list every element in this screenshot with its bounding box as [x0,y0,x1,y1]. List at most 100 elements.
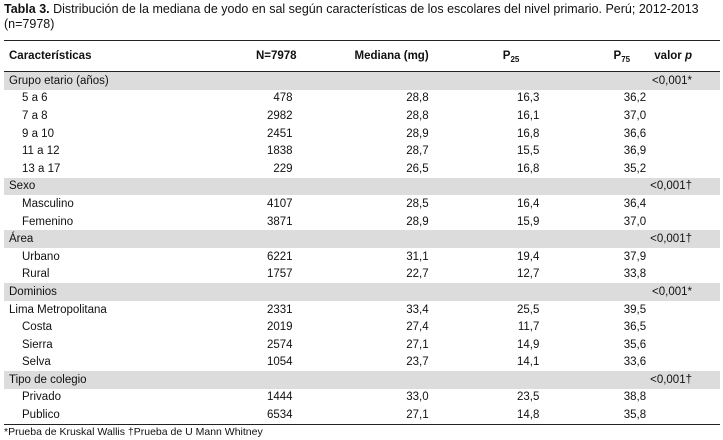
cell-p75: 35,2 [543,159,651,178]
group-label: Dominios [4,283,651,301]
cell-n: 1757 [183,265,299,284]
row-label: Urbano [4,247,184,266]
cell-pvalue-empty [650,142,720,160]
cell-p75: 37,0 [543,212,651,231]
table-row: 7 a 8 2982 28,8 16,1 37,0 [4,107,720,125]
cell-median: 27,1 [298,406,433,425]
cell-n: 4107 [183,195,299,213]
cell-pvalue-empty [650,318,720,336]
cell-p75: 35,6 [543,335,651,354]
header-p25-sub: 25 [510,55,520,64]
row-label: Femenino [4,212,184,231]
cell-n: 2982 [183,107,299,125]
cell-p75: 38,8 [543,388,651,407]
cell-n: 2451 [183,124,299,143]
cell-p25: 16,1 [432,107,544,125]
table-caption: Tabla 3. Distribución de la mediana de y… [4,2,719,32]
header-pvalue-italic: p [684,50,692,62]
cell-p25: 15,9 [432,212,544,231]
cell-p25: 16,3 [432,89,544,108]
cell-p25: 14,9 [432,335,544,354]
row-label: Lima Metropolitana [4,300,184,319]
row-label: 11 a 12 [4,142,184,160]
caption-label: Tabla 3. [4,2,50,16]
cell-p25: 14,1 [432,353,544,372]
group-pvalue: <0,001* [650,71,720,90]
cell-median: 28,8 [298,89,433,108]
cell-n: 2331 [183,300,299,319]
group-row: Tipo de colegio <0,001† [4,371,720,389]
cell-n: 3871 [183,212,299,231]
table-row: Selva 1054 23,7 14,1 33,6 [4,353,720,372]
row-label: Privado [4,388,184,407]
group-pvalue: <0,001* [650,283,720,301]
header-p75-main: P [613,50,622,62]
cell-p25: 15,5 [432,142,544,160]
group-row: Dominios <0,001* [4,283,720,301]
header-p25-main: P [502,50,511,62]
row-label: Masculino [4,195,184,213]
cell-pvalue-empty [650,265,720,284]
cell-pvalue-empty [650,89,720,108]
table-row: Rural 1757 22,7 12,7 33,8 [4,265,720,284]
group-row: Sexo <0,001† [4,177,720,196]
table-row: 13 a 17 229 26,5 16,8 35,2 [4,159,720,178]
table-row: Lima Metropolitana 2331 33,4 25,5 39,5 [4,300,720,319]
table-row: 5 a 6 478 28,8 16,3 36,2 [4,89,720,108]
row-label: 13 a 17 [4,159,184,178]
table-row: Publico 6534 27,1 14,8 35,8 [4,406,720,425]
cell-p25: 12,7 [432,265,544,284]
cell-p75: 33,8 [543,265,651,284]
cell-n: 6221 [183,247,299,266]
cell-p25: 19,4 [432,247,544,266]
table-row: Sierra 2574 27,1 14,9 35,6 [4,335,720,354]
cell-median: 26,5 [298,159,433,178]
header-p25: P25 [432,40,544,72]
cell-median: 28,5 [298,195,433,213]
group-row: Área <0,001† [4,230,720,248]
group-label: Grupo etario (años) [4,71,651,90]
header-p75: P75 [543,40,651,72]
cell-pvalue-empty [650,212,720,231]
table-row: Masculino 4107 28,5 16,4 36,4 [4,195,720,213]
cell-pvalue-empty [650,124,720,143]
cell-pvalue-empty [650,107,720,125]
footnote: *Prueba de Kruskal Wallis †Prueba de U M… [4,426,263,438]
cell-n: 478 [183,89,299,108]
table-row: Urbano 6221 31,1 19,4 37,9 [4,247,720,266]
cell-pvalue-empty [650,300,720,319]
cell-n: 6534 [183,406,299,425]
cell-n: 1838 [183,142,299,160]
cell-p25: 16,8 [432,124,544,143]
cell-median: 28,7 [298,142,433,160]
row-label: Costa [4,318,184,336]
row-label: Sierra [4,335,184,354]
cell-p75: 36,9 [543,142,651,160]
header-n: N=7978 [183,40,299,72]
cell-p25: 14,8 [432,406,544,425]
cell-pvalue-empty [650,335,720,354]
cell-median: 27,1 [298,335,433,354]
group-pvalue: <0,001† [650,230,720,248]
row-label: Publico [4,406,184,425]
cell-p75: 35,8 [543,406,651,425]
cell-pvalue-empty [650,195,720,213]
cell-median: 28,8 [298,107,433,125]
cell-pvalue-empty [650,159,720,178]
cell-median: 28,9 [298,212,433,231]
cell-p25: 11,7 [432,318,544,336]
table-row: Privado 1444 33,0 23,5 38,8 [4,388,720,407]
cell-median: 28,9 [298,124,433,143]
cell-n: 2019 [183,318,299,336]
cell-n: 2574 [183,335,299,354]
cell-median: 31,1 [298,247,433,266]
cell-p75: 33,6 [543,353,651,372]
header-median: Mediana (mg) [298,40,433,72]
cell-median: 23,7 [298,353,433,372]
cell-pvalue-empty [650,388,720,407]
header-p75-sub: 75 [621,55,631,64]
cell-p25: 16,4 [432,195,544,213]
cell-pvalue-empty [650,247,720,266]
header-pvalue-main: valor [654,50,685,62]
group-row: Grupo etario (años) <0,001* [4,71,720,90]
